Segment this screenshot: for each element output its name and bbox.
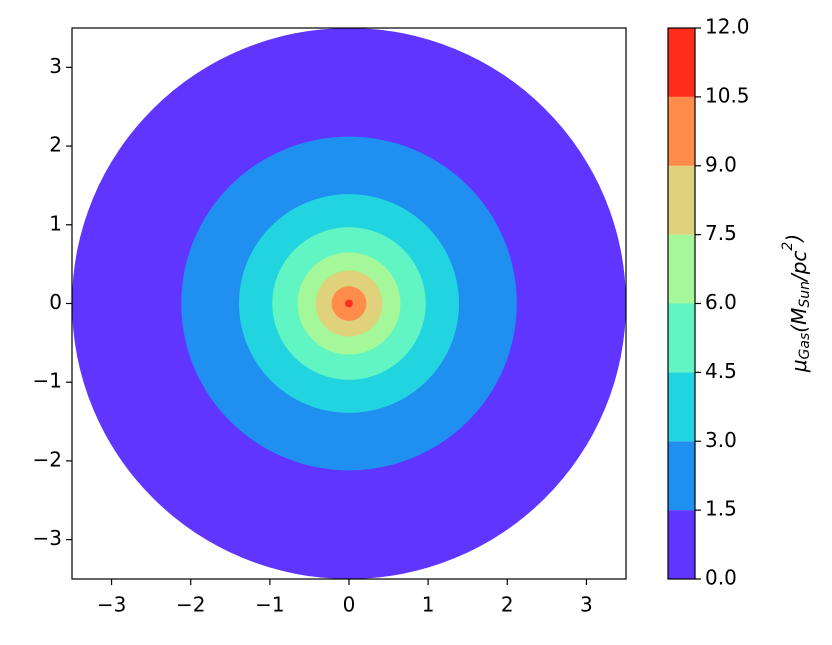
y-tick-label: −1 — [33, 369, 62, 393]
colorbar-band — [668, 96, 695, 166]
colorbar-band — [668, 303, 695, 373]
colorbar-tick-label: 6.0 — [705, 290, 737, 314]
colorbar-band — [668, 441, 695, 511]
x-tick-label: −1 — [255, 593, 284, 617]
colorbar-tick-label: 7.5 — [705, 221, 737, 245]
colorbar-tick-label: 10.5 — [705, 83, 750, 107]
contour-band — [345, 299, 353, 308]
colorbar-tick-label: 12.0 — [705, 15, 750, 39]
x-tick-label: 2 — [501, 593, 514, 617]
x-tick-label: −3 — [97, 593, 126, 617]
colorbar-band — [668, 28, 695, 97]
x-tick-label: 1 — [422, 593, 435, 617]
y-tick-label: 0 — [49, 290, 62, 314]
y-tick-label: −2 — [33, 447, 62, 471]
colorbar-label-part: (M — [787, 308, 811, 333]
colorbar-label-part: 2 — [780, 242, 796, 251]
colorbar-band — [668, 234, 695, 304]
colorbar-label: μGas(MSun/pc2) — [780, 234, 813, 373]
colorbar-tick-label: 4.5 — [705, 359, 737, 383]
colorbar-tick-label: 0.0 — [705, 566, 737, 590]
colorbar-label-part: Sun — [797, 281, 813, 308]
colorbar-band — [668, 372, 695, 442]
x-tick-label: −2 — [176, 593, 205, 617]
colorbar-band — [668, 165, 695, 235]
y-tick-label: 2 — [49, 133, 62, 157]
x-tick-label: 0 — [343, 593, 356, 617]
colorbar-band — [668, 510, 695, 579]
x-tick-label: 3 — [580, 593, 593, 617]
y-tick-label: −3 — [33, 526, 62, 550]
plot-area — [72, 28, 626, 579]
y-tick-label: 3 — [49, 54, 62, 78]
colorbar-tick-label: 1.5 — [705, 497, 737, 521]
colorbar-label-part: ) — [782, 234, 806, 244]
colorbar-tick-label: 9.0 — [705, 152, 737, 176]
colorbar-label-part: Gas — [797, 333, 813, 360]
y-tick-label: 1 — [49, 211, 62, 235]
colorbar-label-part: μ — [787, 359, 811, 373]
colorbar-tick-label: 3.0 — [705, 428, 737, 452]
colorbar-label-part: /pc — [787, 251, 811, 283]
